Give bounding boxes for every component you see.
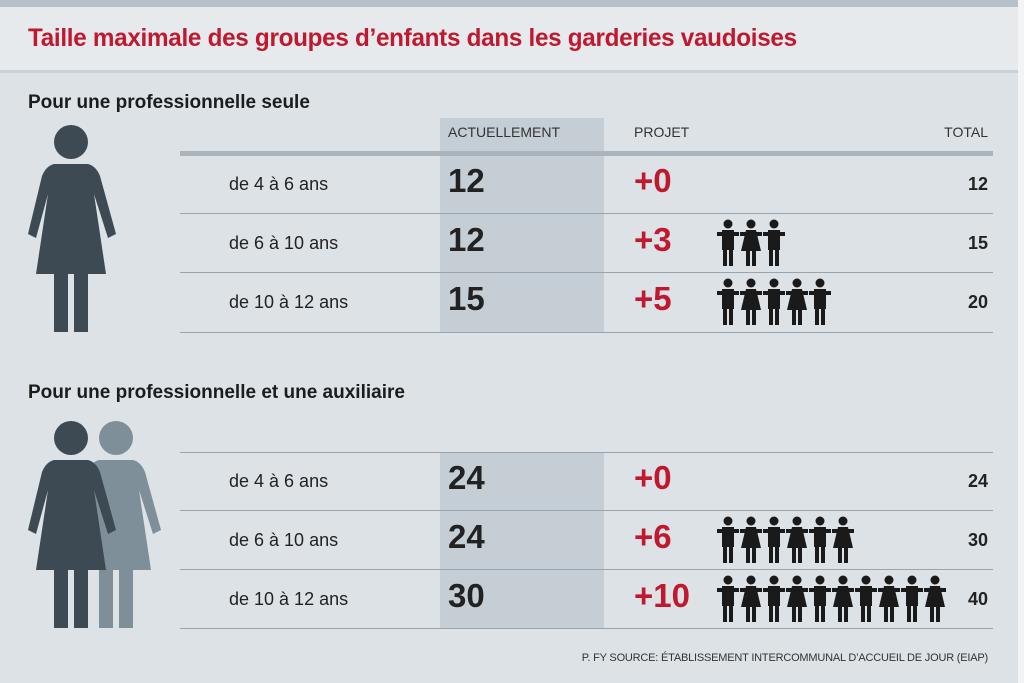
row-divider	[180, 272, 993, 273]
project-value: +0	[634, 459, 672, 496]
row-divider	[180, 510, 993, 511]
current-value: 24	[448, 459, 485, 496]
header-project: PROJET	[634, 124, 690, 140]
total-value: 15	[967, 232, 988, 253]
table-top-line	[180, 452, 993, 453]
child-icon	[878, 575, 900, 623]
child-icon	[786, 575, 808, 623]
top-strip	[0, 0, 1024, 7]
age-label: de 10 à 12 ans	[229, 588, 349, 609]
total-value: 12	[967, 173, 988, 194]
source-note: P. FY SOURCE: ÉTABLISSEMENT INTERCOMMUNA…	[581, 652, 989, 664]
children-icons	[717, 219, 785, 267]
child-icon	[855, 575, 877, 623]
current-value: 12	[448, 220, 485, 258]
total-value: 24	[967, 471, 988, 491]
children-icons	[717, 278, 831, 326]
age-label: de 10 à 12 ans	[229, 292, 349, 312]
right-edge	[1018, 0, 1024, 683]
section-title-2: Pour une professionnelle et une auxiliai…	[28, 382, 405, 403]
section-title-1: Pour une professionnelle seule	[28, 92, 310, 113]
child-icon	[740, 278, 762, 326]
child-icon	[717, 575, 739, 623]
child-icon	[717, 516, 739, 564]
child-icon	[763, 278, 785, 326]
woman-icon	[28, 125, 116, 332]
child-icon	[809, 575, 831, 623]
child-icon	[786, 278, 808, 326]
age-label: de 4 à 6 ans	[229, 471, 329, 491]
child-icon	[786, 516, 808, 564]
child-icon	[717, 278, 739, 326]
child-icon	[924, 575, 946, 623]
two-women-icon	[28, 421, 161, 628]
children-icons	[717, 516, 854, 564]
child-icon	[763, 575, 785, 623]
current-value: 24	[448, 517, 485, 555]
project-value: +0	[634, 161, 672, 199]
current-value: 30	[448, 576, 485, 614]
child-icon	[763, 219, 785, 267]
project-value: +10	[634, 576, 690, 614]
child-icon	[809, 516, 831, 564]
total-value: 30	[967, 529, 988, 550]
project-value: +5	[634, 280, 672, 317]
child-icon	[717, 219, 739, 267]
child-icon	[763, 516, 785, 564]
project-value: +3	[634, 220, 672, 258]
age-label: de 6 à 10 ans	[229, 529, 339, 550]
header-current: ACTUELLEMENT	[448, 124, 561, 140]
child-icon	[740, 219, 762, 267]
child-icon	[740, 575, 762, 623]
child-icon	[901, 575, 923, 623]
child-icon	[832, 516, 854, 564]
row-divider	[180, 569, 993, 570]
child-icon	[740, 516, 762, 564]
child-icon	[832, 575, 854, 623]
row-divider	[180, 213, 993, 214]
children-icons	[717, 575, 946, 623]
chart-title: Taille maximale des groupes d’enfants da…	[28, 24, 797, 52]
current-value: 12	[448, 161, 485, 199]
title-band	[0, 7, 1018, 73]
header-total: TOTAL	[944, 124, 988, 140]
table-top-line	[180, 151, 993, 156]
age-label: de 4 à 6 ans	[229, 173, 329, 194]
total-value: 40	[967, 588, 988, 609]
age-label: de 6 à 10 ans	[229, 232, 339, 253]
row-divider	[180, 628, 993, 629]
project-value: +6	[634, 517, 672, 555]
current-column-shade-2	[440, 452, 604, 629]
row-divider	[180, 332, 993, 333]
current-value: 15	[448, 280, 485, 317]
child-icon	[809, 278, 831, 326]
total-value: 20	[967, 292, 988, 312]
